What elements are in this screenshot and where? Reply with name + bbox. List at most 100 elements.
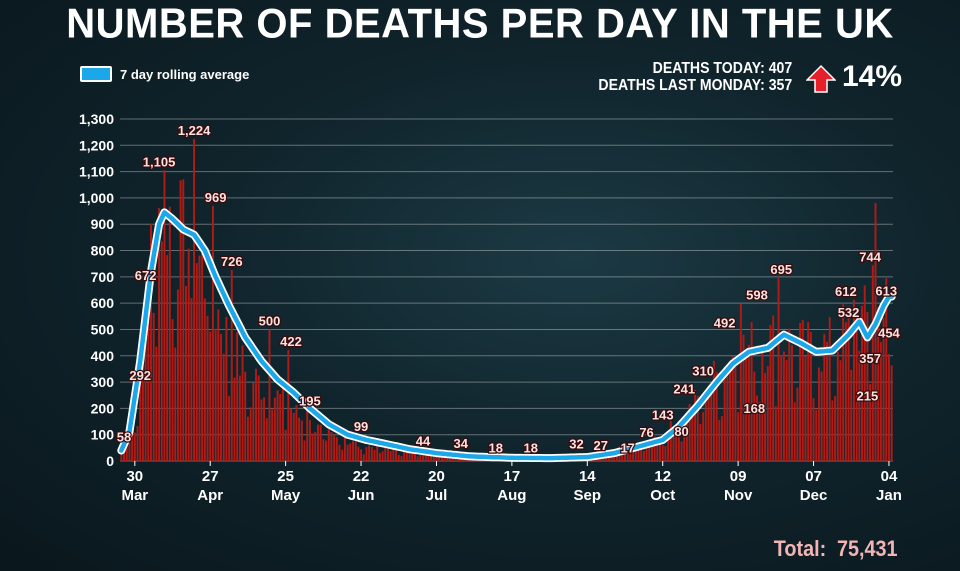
daily-bar: [387, 448, 389, 461]
daily-bar: [777, 278, 780, 461]
daily-bar: [855, 316, 858, 461]
daily-bar: [791, 345, 793, 461]
deaths-today: DEATHS TODAY: 407: [652, 60, 792, 77]
daily-bar: [378, 452, 381, 461]
daily-bars: [120, 138, 893, 462]
y-tick-label: 800: [91, 243, 115, 259]
daily-bar: [352, 441, 354, 461]
y-tick-label: 200: [91, 400, 115, 416]
daily-bar: [761, 350, 764, 461]
daily-bar: [782, 351, 785, 461]
daily-bar: [809, 331, 812, 461]
daily-bar: [373, 449, 376, 461]
daily-bar: [796, 387, 799, 461]
daily-bar: [171, 319, 174, 461]
daily-bar: [193, 138, 196, 462]
daily-bar: [357, 446, 360, 461]
x-tick-month: Jul: [426, 487, 448, 504]
daily-bar: [279, 393, 282, 461]
daily-bar: [217, 309, 220, 461]
daily-bar: [120, 450, 123, 461]
daily-bar: [308, 419, 311, 461]
daily-bar: [618, 450, 621, 461]
daily-bar: [734, 364, 737, 461]
daily-bar: [392, 446, 395, 461]
daily-bar: [376, 443, 379, 461]
daily-bar: [446, 456, 449, 461]
daily-bar: [362, 454, 365, 461]
daily-bar: [750, 322, 753, 461]
daily-bar: [828, 317, 831, 461]
daily-bar: [190, 298, 193, 461]
daily-bar: [400, 455, 403, 461]
daily-bar: [128, 433, 131, 461]
daily-bar: [333, 434, 336, 461]
daily-bar: [669, 421, 672, 461]
daily-bar: [648, 439, 651, 461]
daily-bar: [820, 371, 823, 461]
rolling-average-series: [119, 210, 894, 461]
y-tick-label: 700: [91, 269, 115, 285]
daily-bar: [125, 441, 128, 461]
y-tick-label: 1,100: [79, 164, 114, 180]
daily-bar: [688, 403, 691, 461]
daily-bar: [887, 354, 890, 461]
daily-bar: [187, 248, 190, 461]
daily-bar: [206, 315, 209, 461]
x-tick-day: 12: [654, 468, 671, 485]
data-label: 18: [524, 440, 538, 455]
y-tick-label: 0: [106, 453, 114, 469]
daily-bar: [255, 368, 257, 461]
daily-bar: [403, 452, 406, 461]
death-stats: DEATHS TODAY: 407 DEATHS LAST MONDAY: 35…: [598, 60, 792, 94]
daily-bar: [252, 382, 255, 461]
daily-bar: [163, 170, 166, 462]
daily-bar: [699, 424, 702, 461]
daily-bar: [182, 179, 185, 461]
daily-bar: [155, 346, 158, 461]
x-tick-month: May: [271, 487, 301, 504]
daily-bar: [664, 445, 667, 461]
x-tick-month: Mar: [121, 487, 148, 504]
daily-bar: [273, 397, 276, 461]
daily-bar: [136, 426, 139, 461]
x-tick-month: Aug: [497, 487, 526, 504]
daily-bar: [292, 412, 295, 461]
data-label: 215: [857, 388, 879, 403]
x-tick-day: 30: [126, 468, 143, 485]
data-label: 744: [859, 249, 881, 264]
daily-bar: [661, 445, 664, 461]
daily-bar: [788, 328, 791, 461]
daily-bar: [642, 450, 645, 461]
data-label: 58: [117, 430, 131, 445]
data-label: 241: [673, 382, 695, 397]
daily-bar: [766, 365, 769, 461]
daily-bar: [257, 375, 260, 461]
daily-bar: [150, 223, 152, 461]
daily-bar: [290, 408, 292, 461]
daily-bar: [435, 456, 438, 461]
data-label: 99: [354, 419, 368, 434]
daily-bar: [826, 341, 828, 461]
daily-bar: [276, 390, 279, 461]
daily-bar: [861, 305, 863, 461]
data-label: 18: [488, 440, 502, 455]
daily-bar: [626, 453, 629, 461]
daily-bar: [424, 455, 427, 461]
daily-bar: [147, 299, 150, 461]
daily-bar: [747, 344, 750, 461]
daily-bar: [176, 289, 179, 461]
daily-bar: [211, 206, 214, 461]
daily-bar: [419, 454, 422, 461]
daily-bar: [769, 324, 772, 461]
daily-bar: [858, 350, 861, 461]
daily-bar: [812, 398, 815, 461]
daily-bar: [683, 432, 686, 461]
daily-bar: [397, 454, 400, 461]
change-percent: 14%: [842, 60, 903, 93]
daily-bar: [131, 422, 134, 461]
daily-bar: [263, 397, 266, 461]
daily-bar: [287, 349, 290, 461]
gridlines: [120, 118, 893, 462]
daily-bar: [195, 263, 198, 461]
